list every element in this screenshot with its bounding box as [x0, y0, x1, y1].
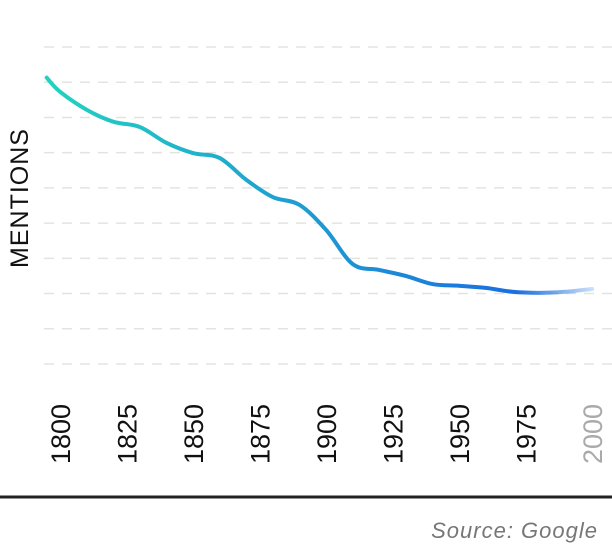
- line: [44, 75, 595, 295]
- x-tick-label: 2000: [578, 404, 608, 464]
- x-tick-label: 1800: [46, 404, 76, 464]
- source: Source: Google: [431, 518, 598, 543]
- x-tick-label: 1925: [379, 404, 409, 464]
- x-tick-label: 1950: [445, 404, 475, 464]
- x-tick-label: 1900: [312, 404, 342, 464]
- x-tick-label: 1825: [112, 404, 142, 464]
- x-tick-label: 1975: [512, 404, 542, 464]
- x-tick-label: 1850: [179, 404, 209, 464]
- x-tick-label: 1875: [245, 404, 275, 464]
- y-axis-label: MENTIONS: [6, 128, 34, 268]
